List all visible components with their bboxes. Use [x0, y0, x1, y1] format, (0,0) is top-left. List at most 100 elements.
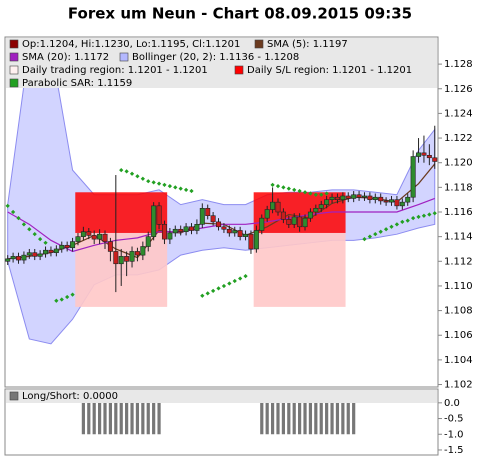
sar-dot — [5, 203, 10, 208]
sar-dot — [227, 281, 232, 286]
sar-dot — [129, 171, 135, 176]
sar-dot — [383, 227, 389, 232]
candle-body — [178, 228, 184, 233]
candle-body — [264, 209, 270, 219]
legend-label: SMA (5): 1.1197 — [267, 39, 348, 50]
legend-swatch — [119, 52, 129, 62]
candle-body — [259, 217, 265, 231]
candle-body — [302, 217, 308, 228]
sar-dot — [281, 185, 286, 190]
candle-body — [118, 256, 124, 265]
candle-body — [367, 195, 373, 200]
chart-title: Forex um Neun - Chart 08.09.2015 09:35 — [68, 5, 412, 23]
legend-label: Daily trading region: 1.1201 - 1.1201 — [22, 65, 208, 76]
y-tick-label: 1.116 — [444, 207, 473, 218]
sar-dot — [173, 185, 178, 190]
sar-dot — [302, 190, 308, 195]
bar — [341, 402, 345, 435]
sar-dot — [427, 212, 432, 217]
legend-swatch — [9, 52, 19, 62]
bar — [287, 402, 291, 435]
sar-dot — [189, 188, 194, 194]
legend-box — [6, 390, 437, 403]
bar — [103, 402, 107, 435]
sar-dot — [292, 187, 297, 192]
sar-dot — [146, 179, 151, 184]
y-tick-label: 1.106 — [444, 330, 473, 341]
sar-dot — [400, 219, 405, 224]
candle-body — [43, 249, 49, 255]
candle-body — [102, 233, 108, 242]
legend-swatch — [9, 391, 19, 401]
candle-body — [48, 249, 54, 253]
sar-dot — [43, 240, 48, 245]
sar-dot — [411, 216, 416, 221]
bar — [303, 402, 307, 435]
sar-dot — [10, 209, 16, 215]
candle-body — [372, 196, 378, 200]
bar — [130, 402, 134, 435]
candle-body — [426, 155, 432, 159]
candle-body — [167, 232, 173, 240]
candle-body — [129, 251, 135, 262]
candle-body — [161, 224, 167, 240]
candle-body — [10, 256, 16, 260]
candle-body — [405, 196, 411, 203]
bar — [98, 402, 102, 435]
bar — [325, 402, 329, 435]
legend-swatch — [9, 78, 19, 88]
candle-body — [232, 230, 238, 234]
candle-body — [70, 241, 76, 249]
bar — [141, 402, 145, 435]
bar — [335, 402, 340, 435]
candle-body — [156, 205, 162, 225]
candle-body — [80, 231, 86, 237]
y-tick-label: 0.0 — [444, 398, 460, 409]
candle-body — [324, 199, 330, 205]
legend-label: SMA (20): 1.1172 — [22, 52, 109, 63]
bar — [265, 402, 269, 435]
candle-body — [383, 200, 389, 203]
sar-dot — [367, 234, 373, 239]
candle-body — [188, 226, 194, 231]
y-tick-label: -1.0 — [444, 429, 464, 440]
y-tick-label: -0.5 — [444, 414, 464, 425]
sar-dot — [140, 176, 145, 181]
sar-dot — [378, 229, 383, 234]
y-tick-label: 1.114 — [444, 232, 473, 243]
y-tick-label: 1.126 — [444, 84, 473, 95]
candle-body — [37, 253, 43, 257]
candle-body — [32, 252, 38, 257]
candle-body — [432, 157, 438, 162]
sar-dot — [324, 191, 329, 196]
sar-dot — [151, 180, 156, 185]
candle-body — [340, 195, 346, 200]
bar — [92, 402, 96, 435]
bar — [146, 402, 150, 435]
legend-label: Bollinger (20, 2): 1.1136 - 1.1208 — [132, 52, 299, 63]
y-tick-label: 1.124 — [444, 108, 473, 119]
sar-dot — [275, 183, 281, 189]
sar-dot — [205, 291, 210, 296]
bar — [108, 402, 113, 435]
candle-body — [307, 211, 313, 219]
legend-box — [6, 38, 437, 88]
candle-body — [194, 224, 200, 231]
candle-body — [59, 244, 65, 250]
bar — [270, 402, 275, 435]
candle-body — [226, 228, 232, 234]
sar-dot — [200, 293, 205, 298]
sar-dot — [119, 167, 124, 173]
sar-dot — [221, 283, 227, 289]
y-tick-label: 1.110 — [444, 281, 473, 292]
candle-body — [140, 246, 146, 256]
candle-body — [280, 211, 286, 220]
candle-body — [421, 152, 427, 156]
sar-dot — [313, 192, 318, 197]
sar-dot — [286, 186, 291, 191]
candle-body — [124, 256, 130, 262]
sar-dot — [216, 286, 221, 291]
candle-body — [216, 221, 222, 228]
candle-body — [253, 230, 259, 250]
bar — [260, 402, 264, 435]
